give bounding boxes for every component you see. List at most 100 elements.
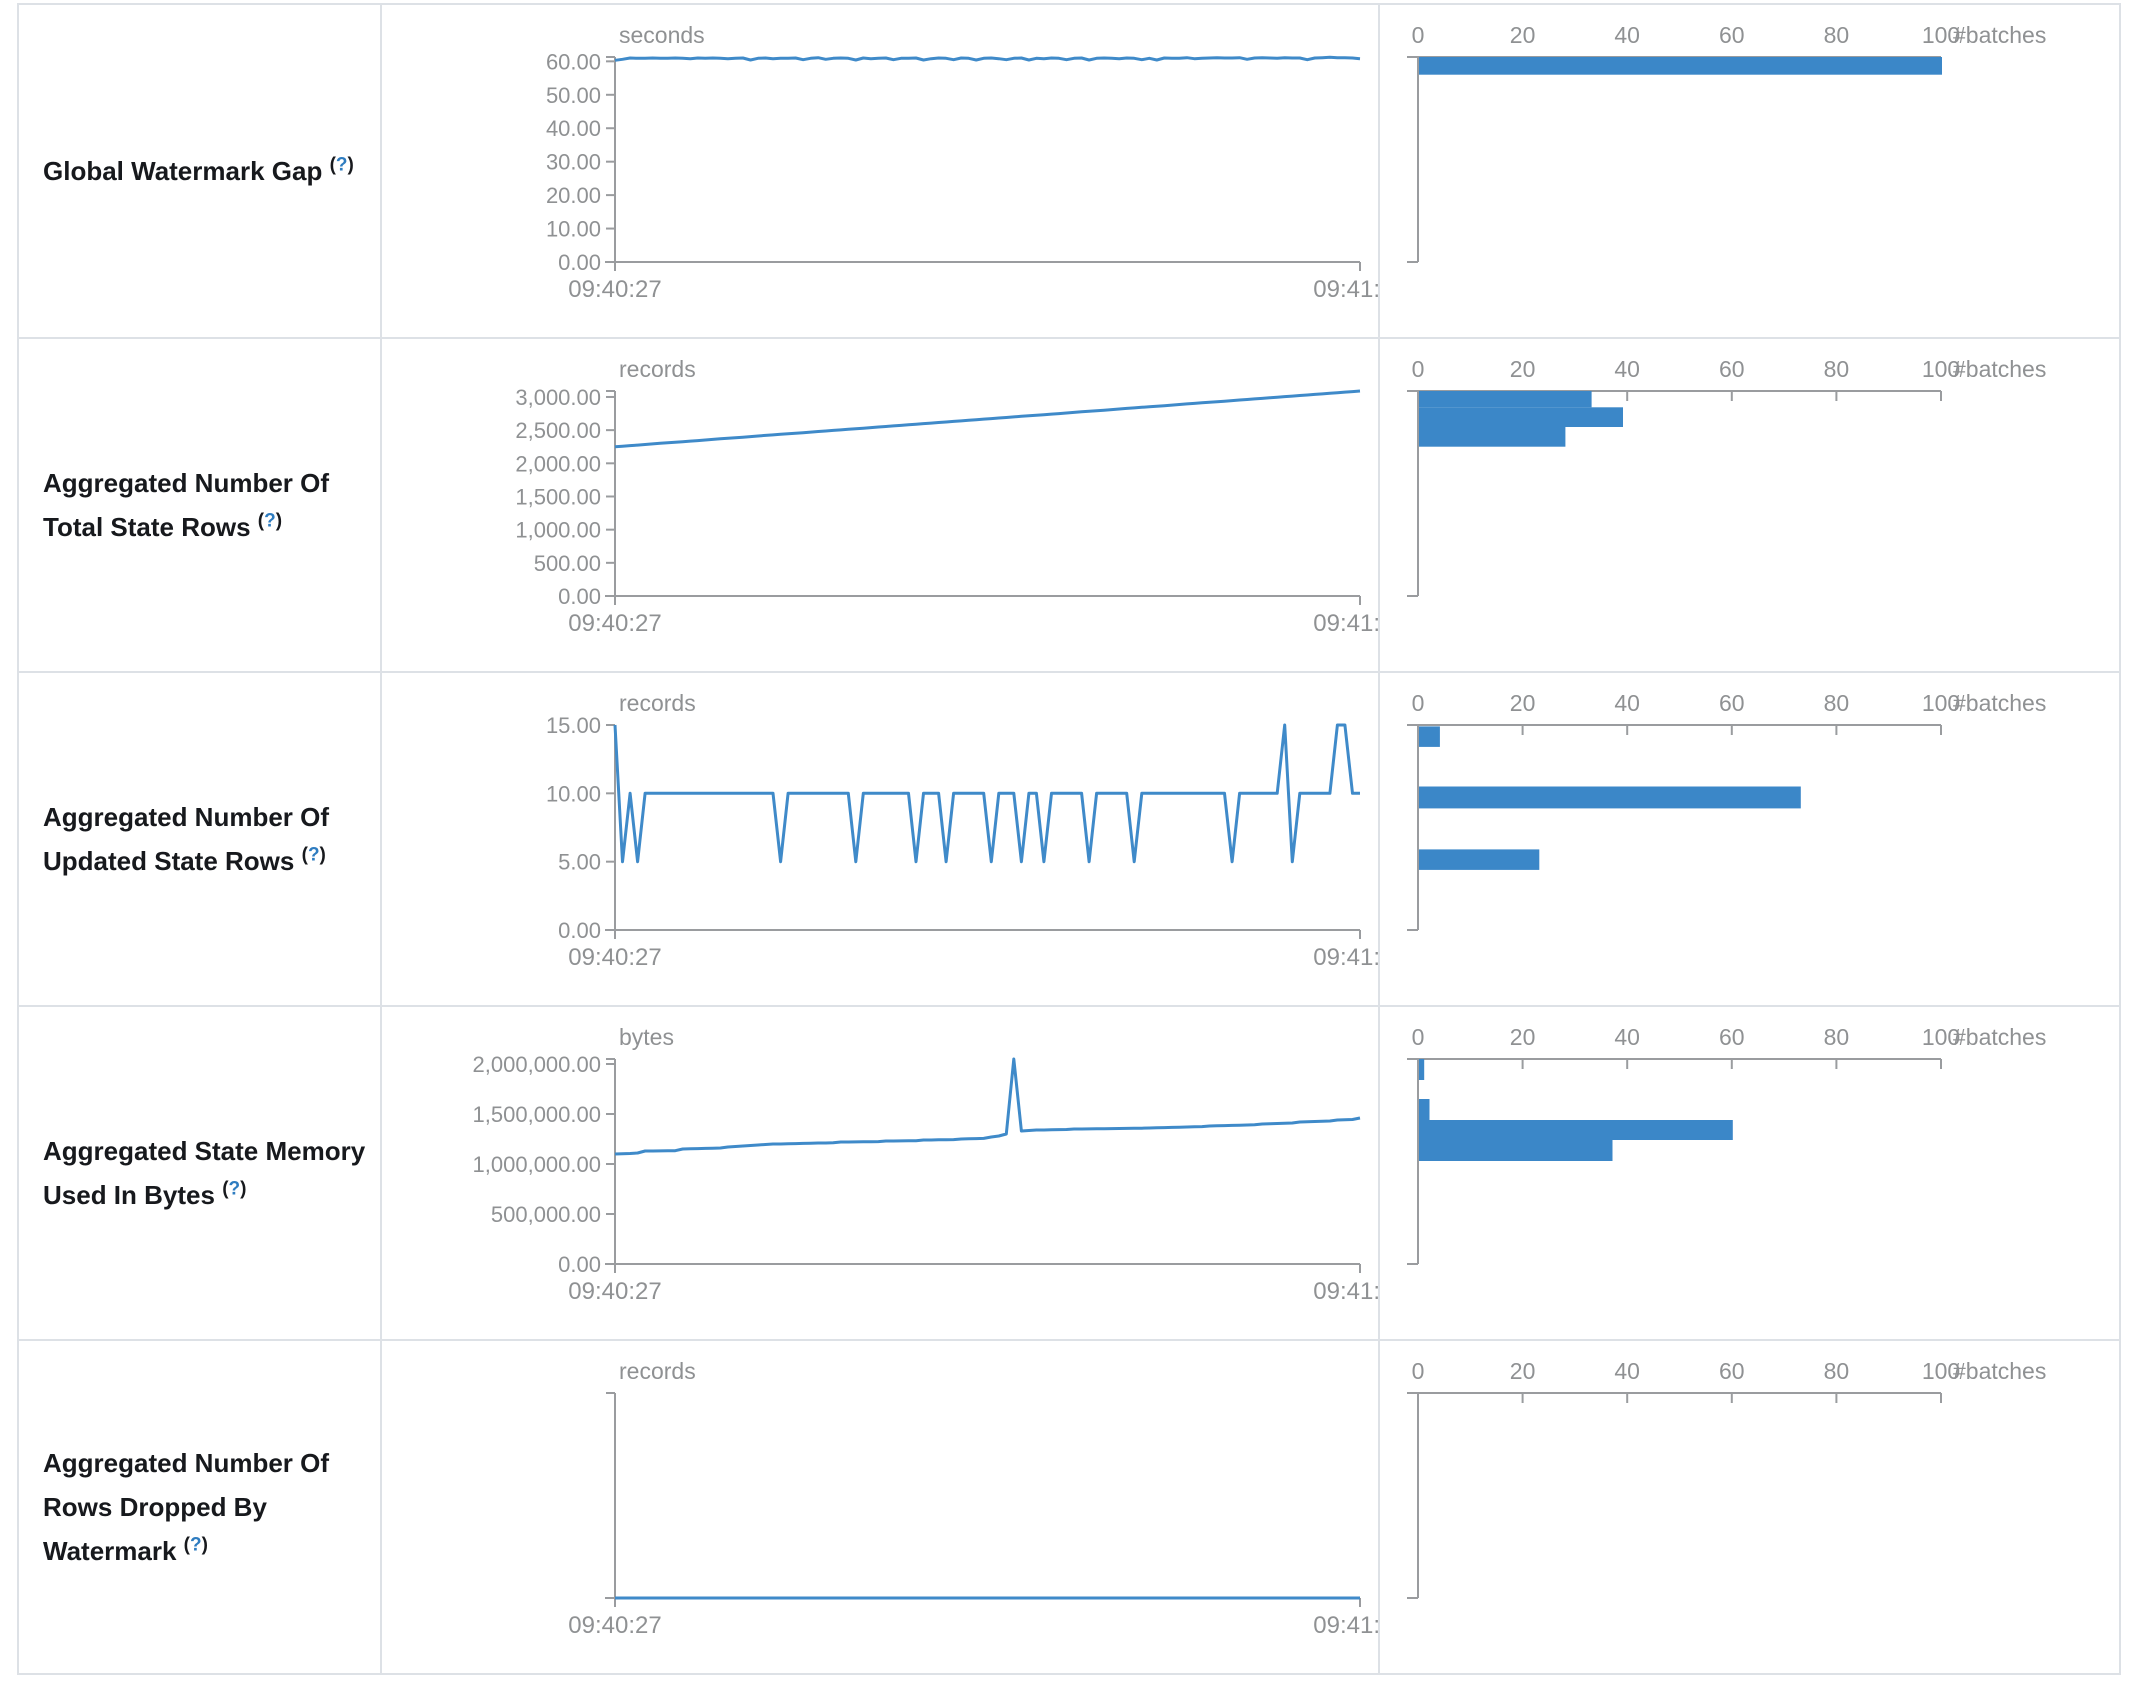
metric-label: Aggregated State Memory Used In Bytes (?… <box>43 1129 374 1217</box>
hist-x-tick-label: 20 <box>1510 356 1536 382</box>
hist-x-tick-label: 20 <box>1510 1358 1536 1384</box>
hist-x-tick-label: 100 <box>1922 22 1960 48</box>
hist-x-tick-label: 40 <box>1614 22 1640 48</box>
question-mark-icon: ? <box>264 510 276 532</box>
question-mark-icon: ? <box>228 1178 241 1200</box>
metric-row: Aggregated Number Of Total State Rows (?… <box>19 339 2119 673</box>
timeline-chart: seconds 0.00 10.00 20.00 30.00 40.00 50.00 60.0… <box>382 5 1380 337</box>
histogram-chart: 0 20 40 60 80 100 #batches <box>1380 339 2115 671</box>
question-mark-icon: ? <box>307 844 320 866</box>
metric-label-text: Aggregated State Memory Used In Bytes <box>43 1136 366 1210</box>
hist-x-tick-label: 40 <box>1614 1358 1640 1384</box>
timeline-line <box>614 55 1361 62</box>
metrics-table: Global Watermark Gap (?) seconds 0.00 10.0… <box>17 3 2121 1675</box>
hist-x-tick-label: 100 <box>1922 1358 1960 1384</box>
y-tick-label: 1,000.00 <box>515 518 601 543</box>
hist-bar <box>1419 1120 1733 1140</box>
y-tick-label: 1,500.00 <box>515 484 601 509</box>
metric-row: Aggregated Number Of Rows Dropped By Wat… <box>19 1341 2119 1673</box>
metric-label-cell: Aggregated State Memory Used In Bytes (?… <box>19 1007 382 1339</box>
metric-label: Aggregated Number Of Total State Rows (?… <box>43 461 374 549</box>
hist-x-tick-label: 60 <box>1719 356 1745 382</box>
histogram-chart: 0 20 40 60 80 100 #batches <box>1380 1341 2115 1673</box>
help-link[interactable]: (?) <box>301 844 326 866</box>
histogram-chart: 0 20 40 60 80 100 #batches <box>1380 5 2115 337</box>
timeline-line <box>614 389 1361 449</box>
timeline-unit-label: seconds <box>619 22 705 48</box>
metric-label-text: Aggregated Number Of Updated State Rows <box>43 802 330 876</box>
hist-bar <box>1419 57 1942 75</box>
hist-x-tick-label: 60 <box>1719 1024 1745 1050</box>
hist-x-tick-label: 20 <box>1510 22 1536 48</box>
help-link[interactable]: (?) <box>183 1534 208 1556</box>
hist-x-tick-label: 0 <box>1412 690 1425 716</box>
hist-bar <box>1419 1059 1425 1080</box>
y-tick-label: 0.00 <box>558 1252 601 1277</box>
hist-x-tick-label: 40 <box>1614 1024 1640 1050</box>
timeline-unit-label: records <box>619 356 696 382</box>
question-mark-icon: ? <box>335 154 348 176</box>
x-start-label: 09:40:27 <box>568 944 661 971</box>
metric-label: Aggregated Number Of Rows Dropped By Wat… <box>43 1441 374 1573</box>
hist-x-tick-label: 80 <box>1824 690 1850 716</box>
hist-x-tick-label: 60 <box>1719 1358 1745 1384</box>
y-tick-label: 3,000.00 <box>515 385 601 410</box>
hist-bar <box>1419 786 1801 809</box>
hist-bar <box>1419 1099 1430 1120</box>
y-tick-label: 1,000,000.00 <box>473 1152 601 1177</box>
x-end-label: 09:41:56 <box>1313 276 1378 303</box>
timeline-chart: records 0.00 500.00 1,000.00 1,500.00 2,000.0… <box>382 339 1380 671</box>
y-tick-label: 2,000.00 <box>515 451 601 476</box>
y-tick-label: 40.00 <box>546 116 601 141</box>
y-tick-label: 10.00 <box>546 217 601 242</box>
hist-axis-unit-label: #batches <box>1953 1358 2046 1384</box>
hist-axis-unit-label: #batches <box>1953 22 2046 48</box>
y-tick-label: 10.00 <box>546 781 601 806</box>
metric-label-cell: Aggregated Number Of Total State Rows (?… <box>19 339 382 671</box>
x-end-label: 09:41:56 <box>1313 1612 1378 1639</box>
metric-row: Aggregated State Memory Used In Bytes (?… <box>19 1007 2119 1341</box>
metric-label: Aggregated Number Of Updated State Rows … <box>43 795 374 883</box>
timeline-unit-label: records <box>619 690 696 716</box>
hist-x-tick-label: 80 <box>1824 1024 1850 1050</box>
hist-x-tick-label: 20 <box>1510 1024 1536 1050</box>
x-start-label: 09:40:27 <box>568 1278 661 1305</box>
y-tick-label: 50.00 <box>546 83 601 108</box>
hist-x-tick-label: 40 <box>1614 690 1640 716</box>
hist-x-tick-label: 20 <box>1510 690 1536 716</box>
y-tick-label: 500,000.00 <box>491 1202 601 1227</box>
timeline-chart: bytes 0.00 500,000.00 1,000,000.00 1,500,000… <box>382 1007 1380 1339</box>
hist-bar <box>1419 427 1566 447</box>
histogram-chart: 0 20 40 60 80 100 #batches <box>1380 1007 2115 1339</box>
metric-label-text: Aggregated Number Of Total State Rows <box>43 468 330 542</box>
help-link[interactable]: (?) <box>257 510 283 532</box>
hist-x-tick-label: 0 <box>1412 1024 1425 1050</box>
metric-label-cell: Global Watermark Gap (?) <box>19 5 382 337</box>
help-link[interactable]: (?) <box>222 1178 247 1200</box>
hist-x-tick-label: 0 <box>1412 1358 1425 1384</box>
y-tick-label: 30.00 <box>546 150 601 175</box>
y-tick-label: 5.00 <box>558 850 601 875</box>
help-link[interactable]: (?) <box>329 154 354 176</box>
y-tick-label: 60.00 <box>546 49 601 74</box>
metric-row: Aggregated Number Of Updated State Rows … <box>19 673 2119 1007</box>
x-start-label: 09:40:27 <box>568 276 661 303</box>
x-end-label: 09:41:56 <box>1313 610 1378 637</box>
hist-x-tick-label: 0 <box>1412 22 1425 48</box>
y-tick-label: 500.00 <box>534 551 601 576</box>
hist-x-tick-label: 80 <box>1824 1358 1850 1384</box>
y-tick-label: 20.00 <box>546 183 601 208</box>
y-tick-label: 2,500.00 <box>515 418 601 443</box>
hist-x-tick-label: 60 <box>1719 690 1745 716</box>
hist-bar <box>1419 407 1623 427</box>
hist-bar <box>1419 1140 1613 1161</box>
hist-x-tick-label: 100 <box>1922 690 1960 716</box>
hist-axis-unit-label: #batches <box>1953 356 2046 382</box>
timeline-unit-label: records <box>619 1358 696 1384</box>
x-start-label: 09:40:27 <box>568 610 661 637</box>
hist-bar <box>1419 726 1440 747</box>
hist-x-tick-label: 80 <box>1824 356 1850 382</box>
y-tick-label: 2,000,000.00 <box>473 1052 601 1077</box>
question-mark-icon: ? <box>190 1534 202 1556</box>
